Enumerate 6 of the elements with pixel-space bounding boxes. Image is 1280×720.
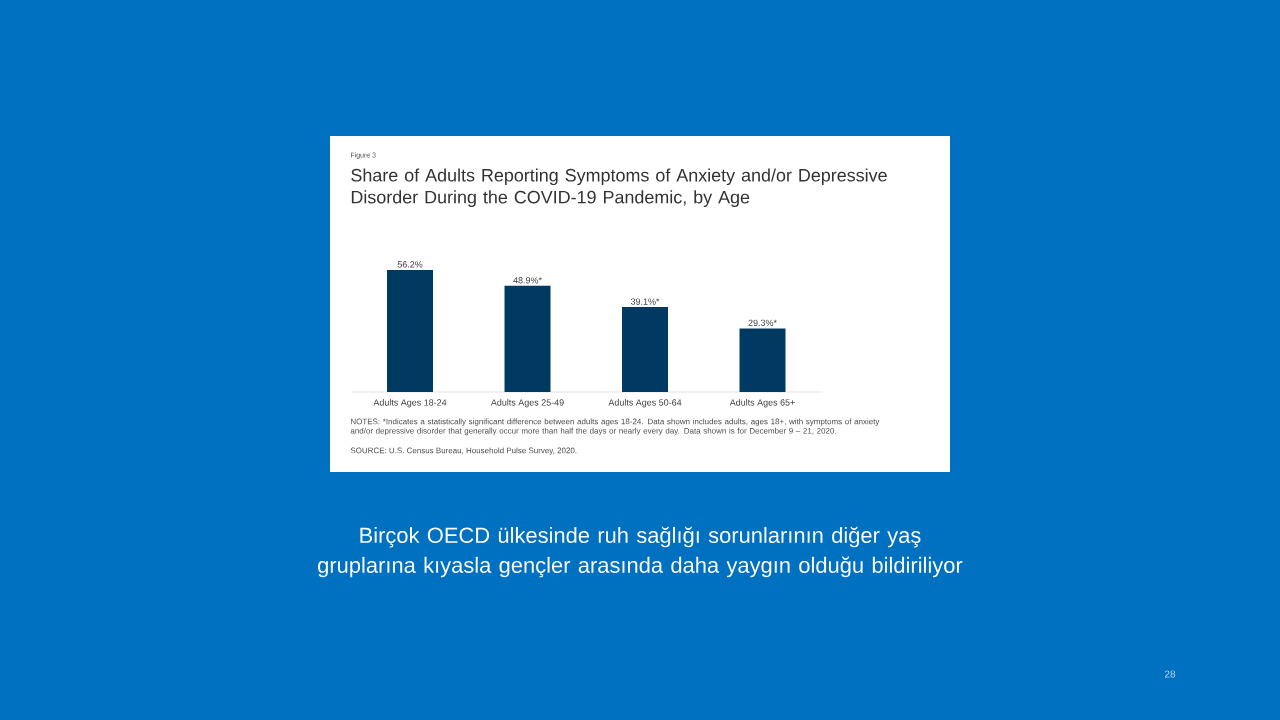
bar bbox=[739, 328, 786, 392]
bar bbox=[622, 307, 669, 392]
bar bbox=[387, 269, 434, 392]
text: Birçok OECD ülkesinde ruh sağlığı sorunlarının diğer yaş gruplarına kıyasla gençler arasında daha yaygın olduğu bildiriliyor bbox=[318, 526, 963, 578]
bar bbox=[504, 285, 551, 392]
chart-title: Share of Adults Reporting Symptoms of Anxiety and/or Depressive Disorder During the COVID-19 Pandemic, by Age bbox=[351, 168, 887, 208]
